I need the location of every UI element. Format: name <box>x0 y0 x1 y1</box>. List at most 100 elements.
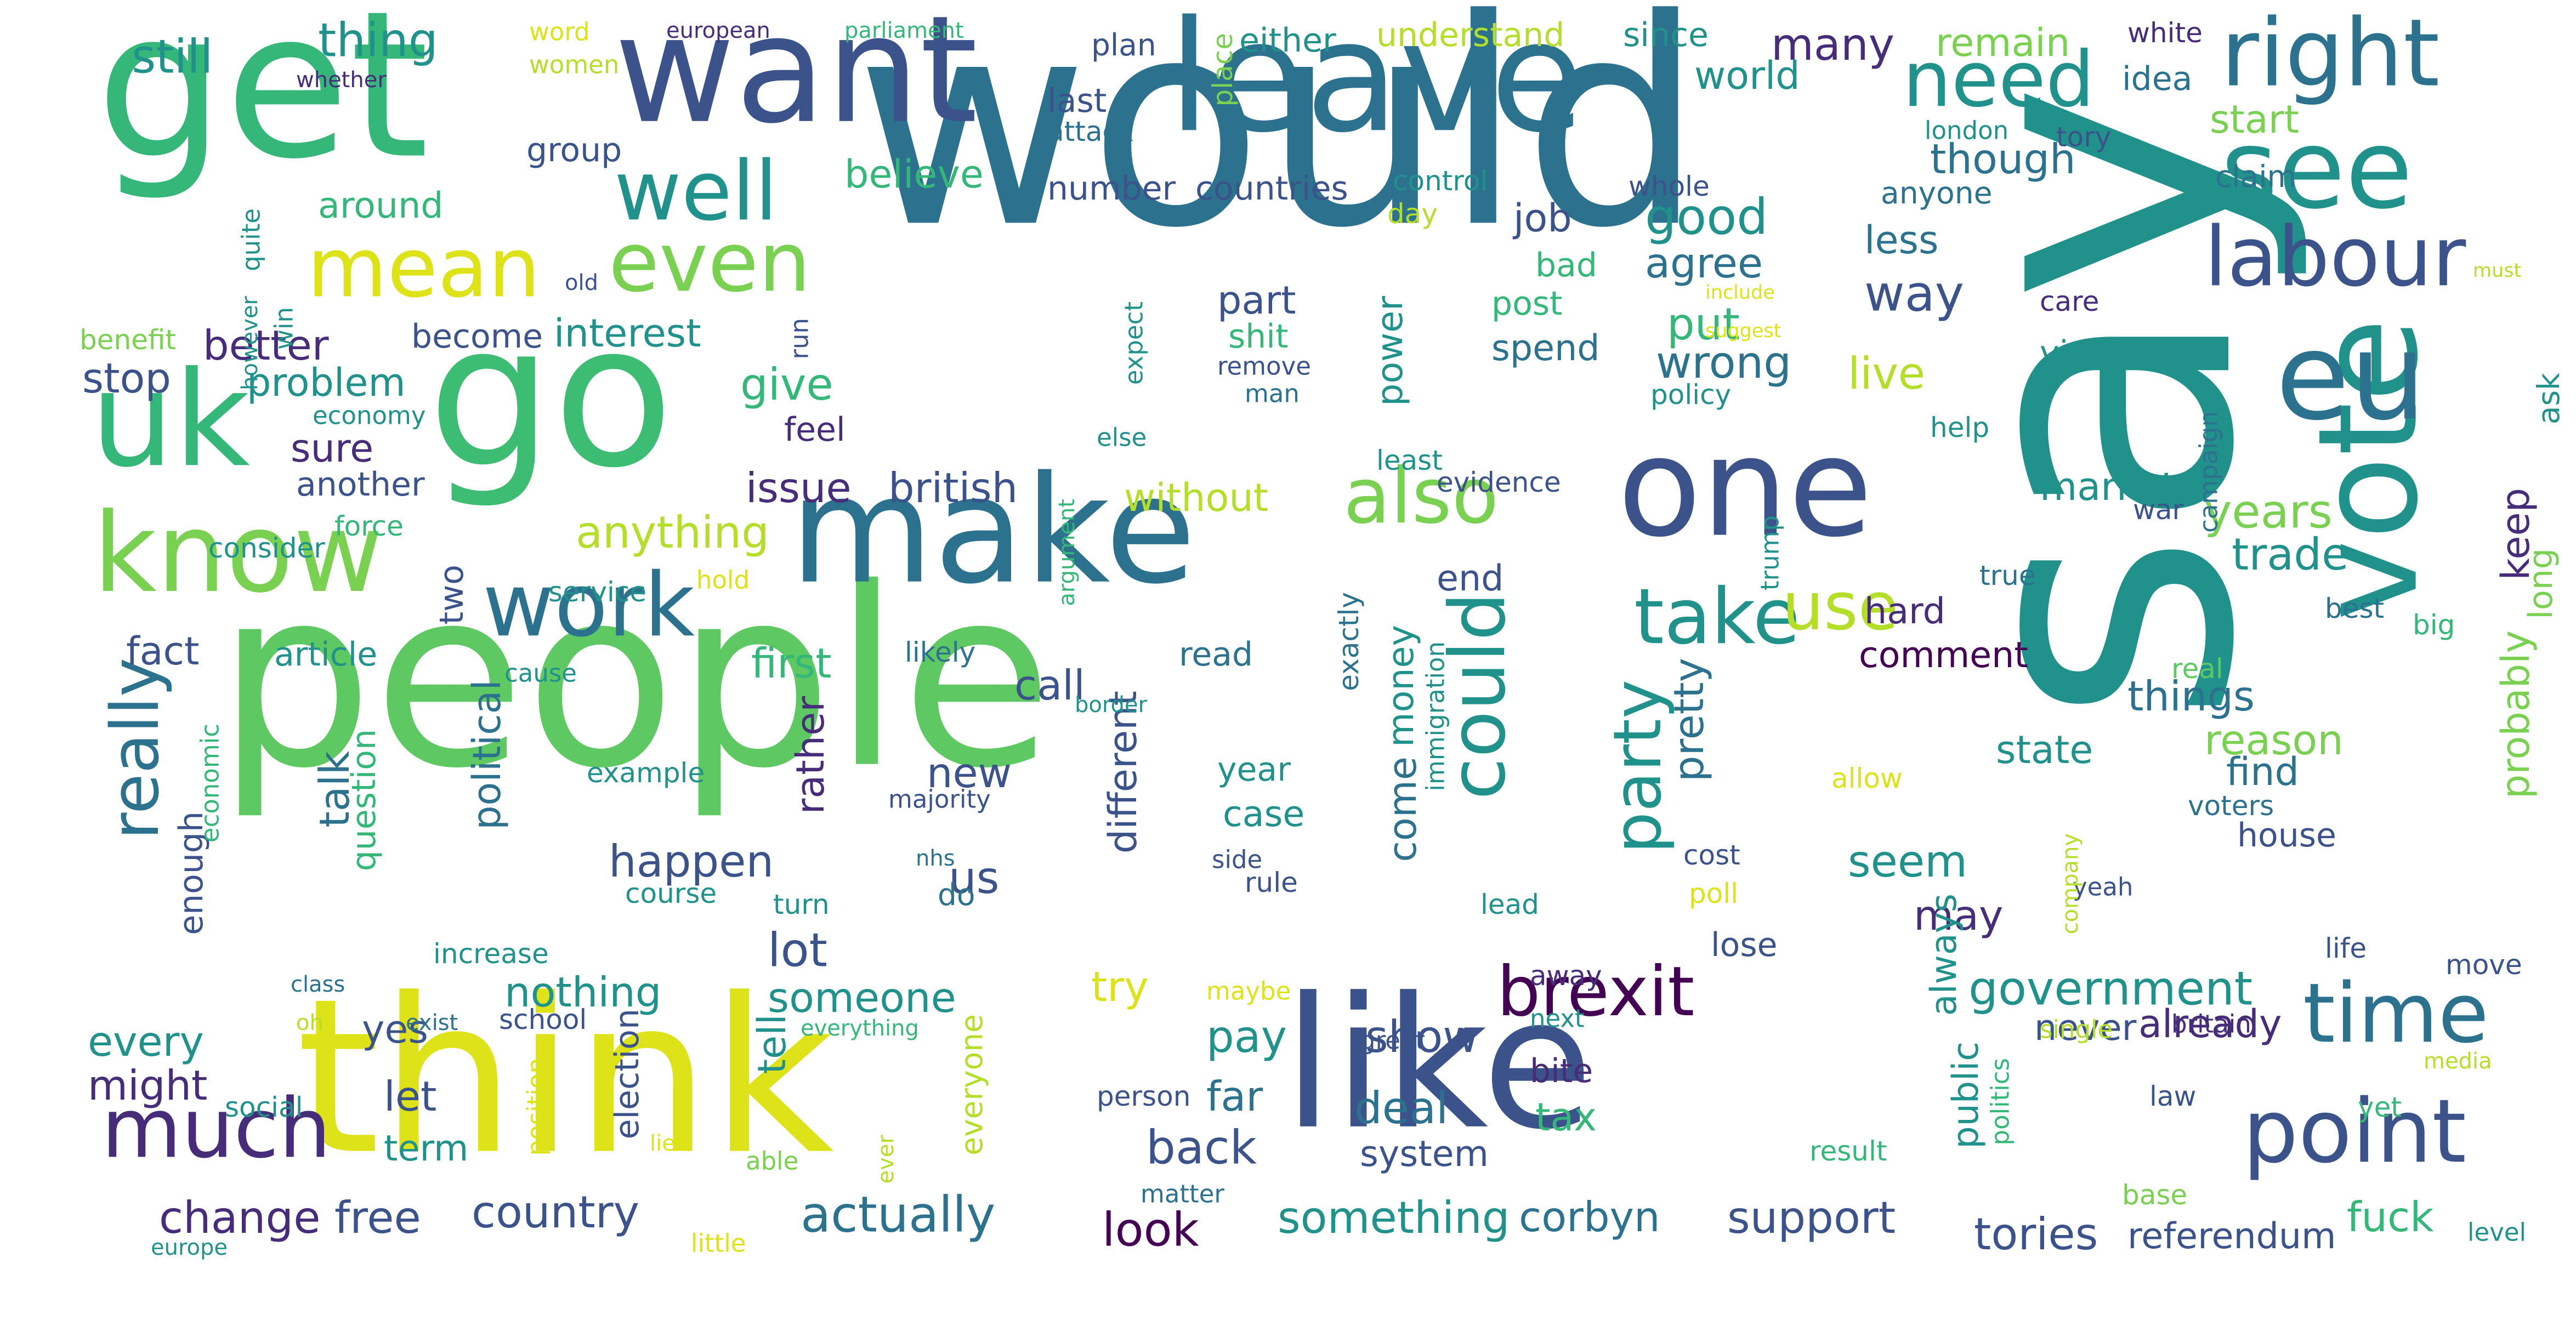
word-real: real <box>2171 653 2223 685</box>
word-much: much <box>101 1081 331 1176</box>
word-economy: economy <box>313 401 425 430</box>
word-move: move <box>2446 949 2522 981</box>
word-view: view <box>2040 334 2115 372</box>
word-remain: remain <box>1936 20 2070 65</box>
word-lead: lead <box>1480 889 1539 920</box>
word-reason: reason <box>2204 716 2344 764</box>
word-europe: europe <box>151 1235 228 1260</box>
word-force: force <box>334 510 404 542</box>
words-layer: would people say like think get go want leave mak… <box>80 0 2566 1260</box>
word-tax: tax <box>1535 1095 1597 1140</box>
word-number: number <box>1047 169 1176 208</box>
word-time: time <box>2303 966 2489 1061</box>
word-public: public <box>1945 1042 1987 1149</box>
word-government: government <box>1968 961 2252 1016</box>
word-expect: expect <box>1120 301 1149 385</box>
word-stop: stop <box>82 354 171 402</box>
word-well: well <box>614 144 778 239</box>
word-school: school <box>499 1004 587 1035</box>
word-win: win <box>270 307 299 350</box>
word-service: service <box>548 576 646 608</box>
word-however: however <box>237 295 263 390</box>
word-may: may <box>1914 891 2003 940</box>
word-really: really <box>98 658 174 840</box>
word-class: class <box>291 972 345 997</box>
word-least: least <box>1376 445 1443 476</box>
word-even: even <box>609 215 810 310</box>
word-might: might <box>88 1061 207 1110</box>
word-voters: voters <box>2188 790 2274 822</box>
word-likely: likely <box>905 636 975 668</box>
word-sure: sure <box>291 426 373 471</box>
word-try: try <box>1091 963 1149 1011</box>
word-hold: hold <box>696 566 750 595</box>
word-tell: tell <box>750 1014 795 1074</box>
word-term: term <box>384 1128 468 1169</box>
word-still: still <box>132 30 213 84</box>
word-use: use <box>1782 569 1898 645</box>
word-maybe: maybe <box>1206 977 1291 1006</box>
word-something: something <box>1278 1192 1510 1243</box>
word-read: read <box>1179 635 1253 674</box>
word-level: level <box>2467 1218 2526 1247</box>
word-parliament: parliament <box>844 18 964 43</box>
word-could: could <box>1433 592 1523 800</box>
word-every: every <box>88 1017 204 1066</box>
word-nothing: nothing <box>504 968 661 1016</box>
word-campaign: campaign <box>2194 411 2223 533</box>
word-word: word <box>529 18 590 47</box>
word-tories: tories <box>1974 1209 2098 1260</box>
word-result: result <box>1809 1135 1887 1167</box>
word-suggest: suggest <box>1705 320 1781 342</box>
word-anything: anything <box>576 507 769 558</box>
word-two: two <box>433 565 471 624</box>
word-eu: eu <box>2276 306 2426 447</box>
word-enough: enough <box>172 811 211 935</box>
word-long: long <box>2522 548 2560 619</box>
word-without: without <box>1124 475 1268 520</box>
word-european: european <box>666 18 770 43</box>
word-law: law <box>2149 1080 2196 1112</box>
word-away: away <box>1530 960 1602 992</box>
word-benefit: benefit <box>80 324 176 356</box>
word-work: work <box>483 554 695 656</box>
word-around: around <box>318 185 444 226</box>
word-policy: policy <box>1650 379 1731 411</box>
word-little: little <box>691 1229 746 1258</box>
word-big: big <box>2413 609 2455 641</box>
word-best: best <box>2325 593 2384 624</box>
word-understand: understand <box>1376 16 1564 54</box>
word-market: market <box>2040 464 2176 509</box>
word-pay: pay <box>1206 1011 1287 1062</box>
word-poll: poll <box>1689 878 1738 909</box>
word-referendum: referendum <box>2127 1216 2336 1257</box>
word-exist: exist <box>406 1010 458 1035</box>
word-show: show <box>1365 1011 1479 1062</box>
word-say: say <box>1883 82 2317 725</box>
word-allow: allow <box>1831 763 1903 794</box>
word-person: person <box>1097 1080 1190 1112</box>
word-able: able <box>746 1147 798 1176</box>
word-hard: hard <box>1864 591 1945 632</box>
word-side: side <box>1212 845 1262 874</box>
word-issue: issue <box>746 464 852 512</box>
word-probably: probably <box>2493 630 2538 799</box>
word-include: include <box>1705 282 1775 304</box>
word-good: good <box>1645 188 1768 246</box>
word-want: want <box>614 0 978 156</box>
word-economic: economic <box>196 724 225 843</box>
word-post: post <box>1491 285 1563 323</box>
word-world: world <box>1694 53 1800 98</box>
word-job: job <box>1512 196 1572 241</box>
word-get: get <box>96 0 429 204</box>
word-think: think <box>296 953 834 1202</box>
word-true: true <box>1979 560 2036 591</box>
word-would: would <box>855 0 1704 290</box>
word-far: far <box>1206 1072 1263 1120</box>
word-less: less <box>1864 218 1938 263</box>
word-leave: leave <box>1168 0 1585 167</box>
word-state: state <box>1996 727 2093 772</box>
word-point: point <box>2243 1080 2466 1182</box>
word-house: house <box>2237 816 2336 855</box>
word-already: already <box>2138 1002 2282 1046</box>
